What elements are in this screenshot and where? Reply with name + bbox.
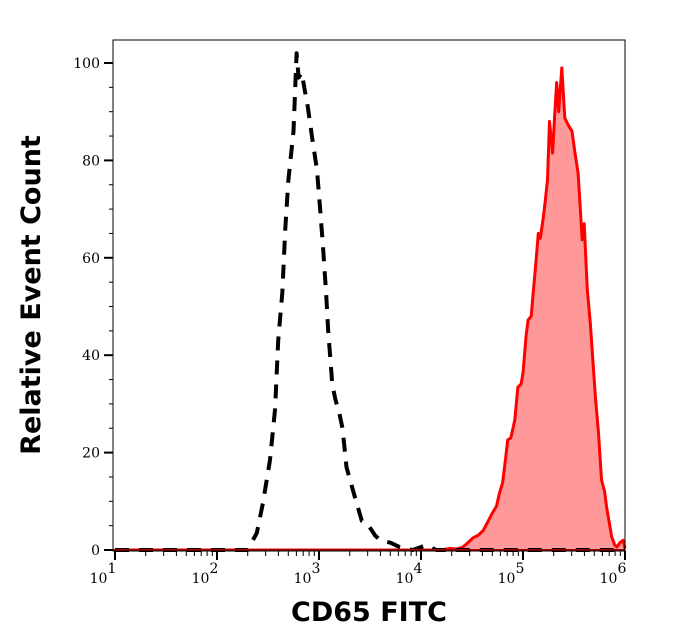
x-tick-base: 10 [498, 571, 516, 587]
x-tick-base: 10 [294, 571, 312, 587]
x-axis-title: CD65 FITC [291, 597, 447, 628]
y-axis-title: Relative Event Count [16, 135, 47, 455]
x-tick-exponent: 4 [413, 561, 422, 577]
x-tick-exponent: 3 [311, 561, 320, 577]
x-tick-label: 104 [396, 561, 423, 587]
x-tick-label: 105 [498, 561, 525, 587]
y-axis: 0 20 40 60 80 100 [73, 56, 113, 559]
x-tick-exponent: 2 [209, 561, 218, 577]
x-tick-label: 103 [294, 561, 321, 587]
series-line-cd65 [115, 66, 627, 552]
x-tick-base: 10 [600, 571, 618, 587]
plot-frame [112, 39, 626, 552]
x-tick-base: 10 [90, 571, 108, 587]
x-tick-exponent: 6 [617, 561, 626, 577]
x-tick-label: 101 [90, 561, 117, 587]
y-tick-label: 40 [82, 348, 100, 364]
series-layer [113, 51, 627, 552]
x-tick-label: 102 [192, 561, 219, 587]
y-tick-label: 20 [82, 446, 100, 462]
series-fill-1 [115, 67, 625, 551]
x-tick-exponent: 1 [107, 561, 116, 577]
y-tick-label: 100 [73, 56, 100, 72]
x-tick-base: 10 [396, 571, 414, 587]
y-tick-label: 80 [82, 153, 100, 169]
y-tick-label: 0 [91, 543, 100, 559]
x-tick-base: 10 [192, 571, 210, 587]
x-tick-exponent: 5 [515, 561, 524, 577]
series-line-control [115, 51, 625, 552]
x-tick-label: 106 [600, 561, 627, 587]
y-tick-label: 60 [82, 251, 100, 267]
